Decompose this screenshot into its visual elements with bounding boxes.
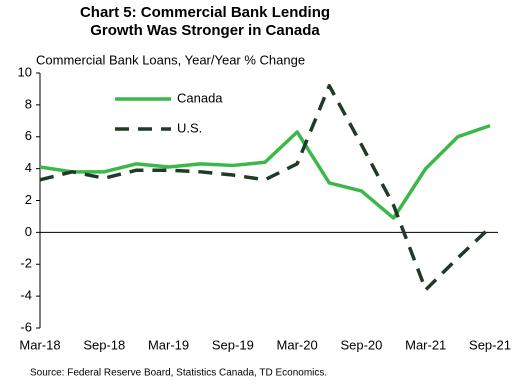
x-tick-label: Mar-20 bbox=[277, 337, 318, 352]
x-tick-label: Mar-18 bbox=[19, 337, 60, 352]
y-tick-label: 10 bbox=[18, 64, 32, 79]
legend-label: U.S. bbox=[177, 120, 202, 135]
x-tick-label: Mar-19 bbox=[148, 337, 189, 352]
y-tick-label: 0 bbox=[25, 224, 32, 239]
y-tick-label: 8 bbox=[25, 96, 32, 111]
chart-title: Chart 5: Commercial Bank Lending Growth … bbox=[79, 4, 331, 39]
y-tick-label: -4 bbox=[20, 288, 32, 303]
line-series bbox=[39, 123, 491, 220]
legend-label: Canada bbox=[177, 90, 223, 105]
x-tick-label: Sep-19 bbox=[212, 337, 254, 352]
subtitle: Commercial Bank Loans, Year/Year % Chang… bbox=[36, 52, 305, 67]
y-tick-label: -2 bbox=[20, 256, 32, 271]
x-tick-label: Mar-21 bbox=[405, 337, 446, 352]
x-tick-label: Sep-20 bbox=[340, 337, 382, 352]
y-tick-label: 2 bbox=[25, 192, 32, 207]
source: Source: Federal Reserve Board, Statistic… bbox=[30, 368, 327, 379]
y-tick-label: -6 bbox=[20, 319, 32, 334]
x-tick-label: Sep-21 bbox=[469, 337, 511, 352]
line-series bbox=[39, 84, 492, 292]
x-tick-label: Sep-18 bbox=[83, 337, 125, 352]
y-tick-label: 4 bbox=[25, 160, 32, 175]
y-tick-label: 6 bbox=[25, 128, 32, 143]
